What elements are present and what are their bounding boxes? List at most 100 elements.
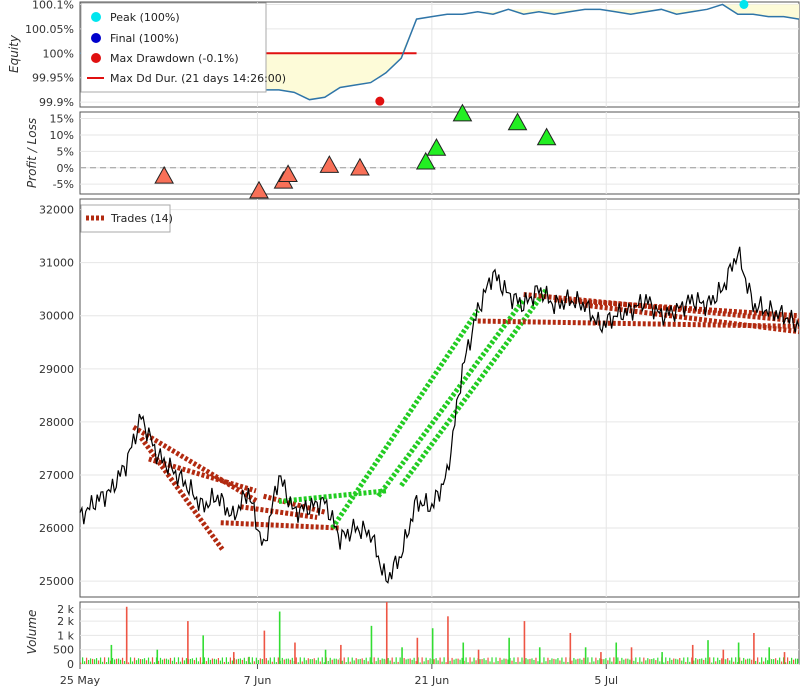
volume-bar <box>403 657 405 664</box>
volume-bar <box>295 657 297 664</box>
volume-bar <box>267 660 269 664</box>
volume-bar <box>203 657 206 664</box>
volume-bar <box>331 659 333 664</box>
volume-spike-bar <box>584 647 587 664</box>
volume-bar <box>341 660 343 664</box>
volume-bar <box>411 659 413 664</box>
volume-bar <box>397 661 399 664</box>
volume-axis-label: Volume <box>25 610 39 655</box>
volume-bar <box>571 660 573 664</box>
volume-bar <box>115 658 118 664</box>
volume-bar <box>121 657 124 664</box>
volume-bar <box>605 658 607 664</box>
volume-spike-bar <box>294 642 296 664</box>
volume-bar <box>257 660 259 664</box>
volume-bar <box>105 661 108 664</box>
volume-bar <box>99 657 102 664</box>
volume-bar <box>419 662 421 664</box>
volume-bar <box>647 658 649 664</box>
volume-bar <box>261 658 263 664</box>
volume-bar <box>453 659 455 664</box>
volume-spike-bar <box>768 647 771 664</box>
profit-loss-frame <box>79 111 800 195</box>
equity-peak-marker <box>739 0 749 9</box>
volume-bar <box>379 659 381 664</box>
volume-spike-bar <box>615 642 618 664</box>
legend-max-drawdown-label: Max Drawdown (-0.1%) <box>110 52 239 65</box>
volume-bar <box>157 660 160 664</box>
trade-pl-marker <box>278 164 298 183</box>
volume-bar <box>235 659 237 664</box>
volume-bar <box>439 657 441 664</box>
volume-bar <box>473 657 475 664</box>
volume-bar <box>489 661 491 664</box>
volume-bar <box>191 658 194 664</box>
volume-bar <box>163 658 166 664</box>
volume-bar <box>361 658 363 664</box>
volume-bar <box>297 662 299 664</box>
volume-bar <box>253 661 255 664</box>
volume-bar <box>693 660 695 664</box>
volume-bar <box>543 657 545 664</box>
volume-bar <box>127 662 130 664</box>
volume-bar <box>335 658 337 664</box>
volume-bar <box>559 660 561 664</box>
volume-bar <box>363 660 365 664</box>
volume-spike-bar <box>538 647 541 664</box>
date-tick-label: 21 Jun <box>415 674 450 687</box>
volume-bar <box>205 661 208 664</box>
price-tick-label: 26000 <box>39 522 74 535</box>
volume-spike-bar <box>263 630 266 664</box>
max-drawdown-marker <box>375 96 385 106</box>
volume-bar <box>283 659 285 664</box>
volume-bar <box>265 658 267 664</box>
volume-bar <box>795 658 797 664</box>
legend-final-label: Final (100%) <box>110 32 179 45</box>
volume-bar <box>583 657 585 664</box>
volume-spike-bar <box>401 647 403 664</box>
volume-bar <box>177 657 180 664</box>
volume-bar <box>95 658 98 664</box>
volume-bar <box>103 657 106 664</box>
volume-bar <box>131 661 134 664</box>
volume-bar <box>595 657 597 664</box>
volume-bar <box>315 660 317 664</box>
volume-bar <box>741 660 743 664</box>
volume-bar <box>151 657 154 664</box>
volume-bar <box>375 661 377 664</box>
volume-bar <box>87 659 90 664</box>
volume-bar <box>747 658 749 664</box>
volume-bar <box>721 658 723 664</box>
volume-bar <box>213 658 216 664</box>
volume-bar <box>353 660 355 664</box>
volume-bar <box>725 659 727 664</box>
volume-bar <box>291 657 293 664</box>
volume-bar <box>551 658 553 664</box>
price-tick-label: 29000 <box>39 363 74 376</box>
volume-bar <box>763 661 765 664</box>
volume-bar <box>527 659 529 664</box>
volume-bar <box>635 657 637 664</box>
volume-bar <box>487 657 489 664</box>
trade-line <box>330 309 480 530</box>
volume-bar <box>197 661 200 664</box>
volume-bar <box>727 658 729 664</box>
trade-pl-marker <box>536 127 557 146</box>
trade-line <box>220 520 341 531</box>
volume-bar <box>705 657 707 664</box>
volume-bar <box>667 661 669 664</box>
volume-bar <box>771 659 773 664</box>
volume-spike-bar <box>202 635 204 664</box>
volume-bar <box>333 658 335 664</box>
volume-bar <box>687 657 689 664</box>
volume-bar <box>407 658 409 664</box>
volume-bar <box>603 659 605 664</box>
volume-bar <box>441 661 443 664</box>
volume-bar <box>711 662 713 664</box>
trade-line <box>148 456 257 494</box>
price-legend: Trades (14) <box>80 204 173 233</box>
volume-bar <box>683 657 685 664</box>
equity-frame <box>79 1 800 108</box>
equity-tick-label: 99.95% <box>32 72 74 85</box>
